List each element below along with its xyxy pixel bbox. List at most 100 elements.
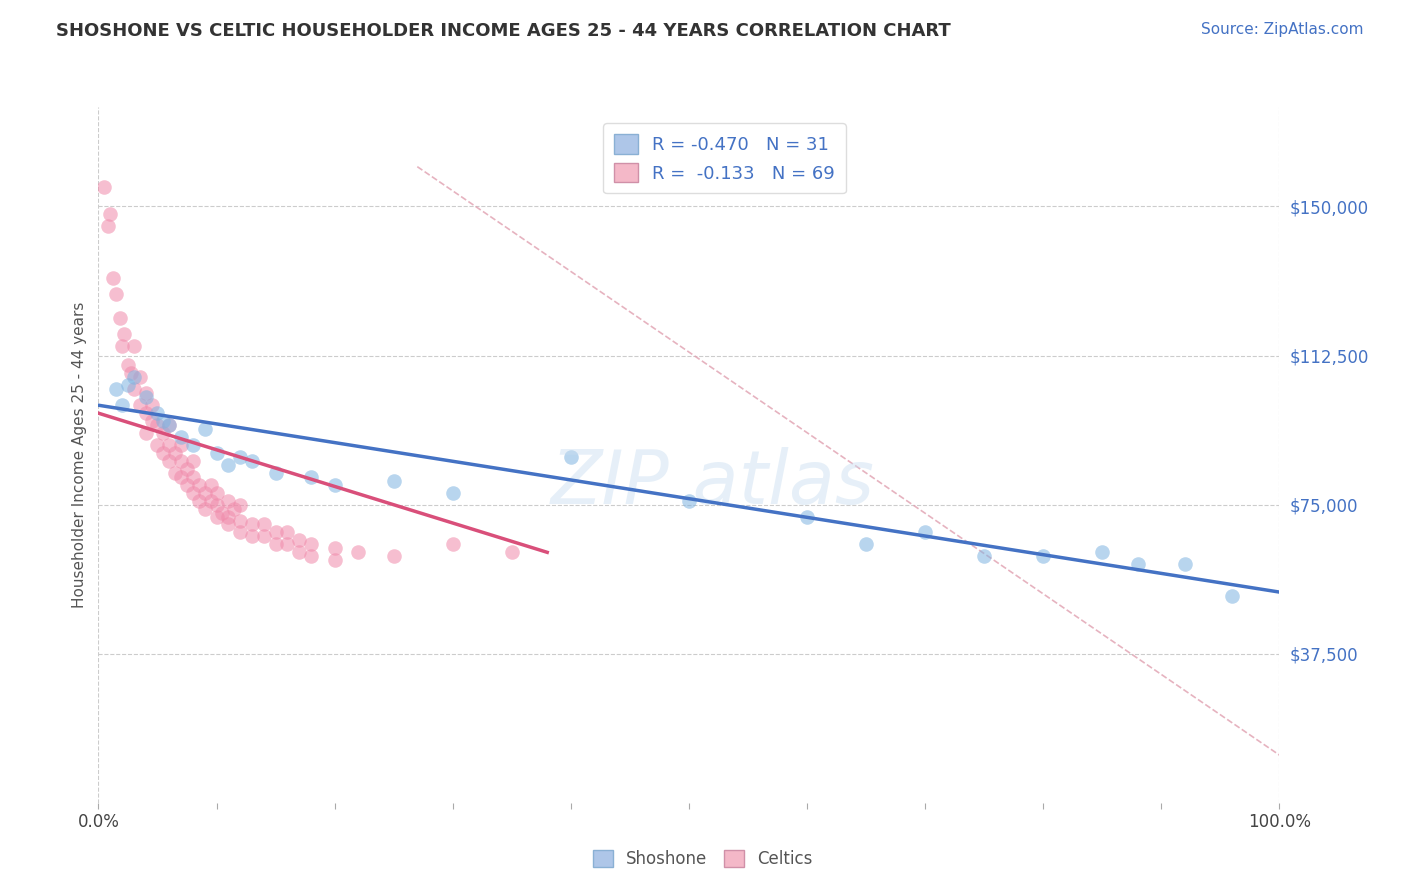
Point <box>224 501 246 516</box>
Point <box>1032 549 1054 564</box>
Point <box>111 398 134 412</box>
Point <box>205 485 228 500</box>
Legend: Shoshone, Celtics: Shoshone, Celtics <box>586 843 820 875</box>
Point <box>382 549 405 564</box>
Point <box>205 498 228 512</box>
Point <box>1126 558 1149 572</box>
Text: SHOSHONE VS CELTIC HOUSEHOLDER INCOME AGES 25 - 44 YEARS CORRELATION CHART: SHOSHONE VS CELTIC HOUSEHOLDER INCOME AG… <box>56 22 950 40</box>
Point <box>323 553 346 567</box>
Point <box>105 382 128 396</box>
Text: ZIP atlas: ZIP atlas <box>551 447 875 519</box>
Point <box>194 501 217 516</box>
Point <box>217 509 239 524</box>
Point <box>264 537 287 551</box>
Point <box>187 477 209 491</box>
Point <box>157 438 180 452</box>
Point <box>205 446 228 460</box>
Point <box>157 418 180 433</box>
Point <box>217 517 239 532</box>
Point <box>194 485 217 500</box>
Point <box>1091 545 1114 559</box>
Point <box>135 390 157 404</box>
Point <box>146 406 169 420</box>
Point <box>187 493 209 508</box>
Point <box>98 207 121 221</box>
Point <box>122 382 145 396</box>
Point <box>253 517 276 532</box>
Point <box>117 359 139 373</box>
Point <box>135 406 157 420</box>
Point <box>211 506 233 520</box>
Point <box>264 525 287 540</box>
Point <box>240 529 263 543</box>
Point <box>105 286 128 301</box>
Point <box>111 338 134 352</box>
Point <box>323 541 346 556</box>
Point <box>141 398 163 412</box>
Point <box>240 517 263 532</box>
Point <box>229 498 252 512</box>
Point <box>108 310 131 325</box>
Point <box>501 545 523 559</box>
Point <box>276 537 298 551</box>
Point <box>170 454 193 468</box>
Point <box>181 485 204 500</box>
Point <box>122 338 145 352</box>
Point <box>165 466 187 480</box>
Point <box>323 477 346 491</box>
Y-axis label: Householder Income Ages 25 - 44 years: Householder Income Ages 25 - 44 years <box>72 301 87 608</box>
Point <box>253 529 276 543</box>
Point <box>855 537 877 551</box>
Point <box>170 438 193 452</box>
Point <box>128 370 150 384</box>
Point <box>205 509 228 524</box>
Point <box>914 525 936 540</box>
Point <box>217 493 239 508</box>
Point <box>122 370 145 384</box>
Point <box>796 509 818 524</box>
Point <box>181 470 204 484</box>
Point <box>181 438 204 452</box>
Point <box>170 430 193 444</box>
Point <box>117 378 139 392</box>
Point <box>441 485 464 500</box>
Point <box>217 458 239 472</box>
Point <box>128 398 150 412</box>
Point <box>264 466 287 480</box>
Point <box>200 477 222 491</box>
Point <box>157 454 180 468</box>
Point <box>146 438 169 452</box>
Point <box>288 533 311 548</box>
Point <box>93 179 115 194</box>
Point <box>240 454 263 468</box>
Point <box>229 514 252 528</box>
Point <box>973 549 995 564</box>
Point <box>176 462 198 476</box>
Point <box>299 549 322 564</box>
Point <box>146 418 169 433</box>
Point <box>200 493 222 508</box>
Point <box>112 326 135 341</box>
Point <box>347 545 370 559</box>
Point <box>229 450 252 464</box>
Point <box>97 219 120 234</box>
Point <box>157 418 180 433</box>
Point <box>101 271 124 285</box>
Point <box>135 425 157 440</box>
Point <box>194 422 217 436</box>
Point <box>560 450 582 464</box>
Point <box>152 446 174 460</box>
Point <box>288 545 311 559</box>
Point <box>229 525 252 540</box>
Point <box>1220 589 1243 603</box>
Point <box>181 454 204 468</box>
Point <box>299 537 322 551</box>
Point <box>1174 558 1197 572</box>
Point <box>135 386 157 401</box>
Point <box>170 470 193 484</box>
Point <box>141 414 163 428</box>
Point <box>299 470 322 484</box>
Point <box>121 367 143 381</box>
Point <box>678 493 700 508</box>
Point <box>176 477 198 491</box>
